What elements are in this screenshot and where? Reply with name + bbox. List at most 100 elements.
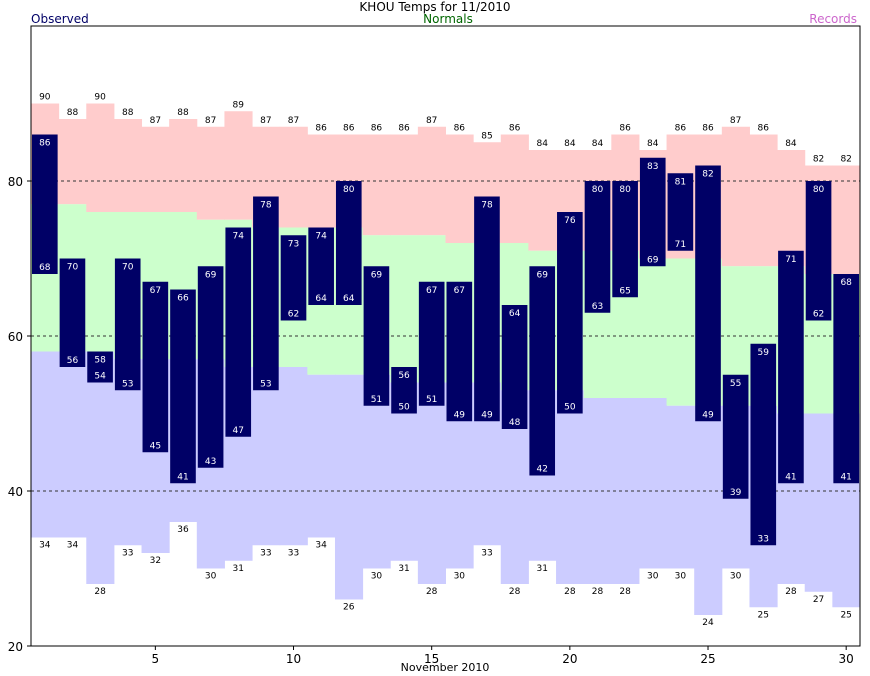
- observed-low-label: 48: [509, 418, 521, 428]
- observed-low-label: 62: [813, 310, 824, 320]
- observed-bar: [170, 289, 196, 484]
- observed-bar: [667, 173, 694, 251]
- record-high-label: 86: [509, 124, 521, 134]
- record-high-label: 86: [758, 124, 770, 134]
- observed-low-label: 64: [343, 294, 355, 304]
- observed-bar: [391, 367, 417, 414]
- record-low-band: [252, 367, 281, 546]
- record-low-label: 30: [647, 572, 659, 582]
- record-low-label: 27: [813, 595, 824, 605]
- y-tick-label: 20: [8, 640, 23, 654]
- record-high-label: 86: [619, 124, 631, 134]
- record-low-band: [334, 374, 364, 600]
- observed-low-label: 47: [233, 426, 244, 436]
- observed-bar: [612, 181, 638, 298]
- observed-high-label: 69: [371, 270, 383, 280]
- record-high-label: 87: [288, 116, 299, 126]
- record-high-label: 82: [840, 155, 851, 165]
- record-high-label: 86: [454, 124, 466, 134]
- record-high-band: [58, 119, 87, 205]
- observed-high-label: 59: [758, 348, 770, 358]
- record-low-label: 28: [509, 587, 521, 597]
- observed-high-label: 80: [619, 185, 631, 195]
- record-high-band: [749, 134, 778, 267]
- observed-high-label: 74: [315, 232, 327, 242]
- observed-low-label: 41: [177, 472, 188, 482]
- record-low-label: 28: [592, 587, 604, 597]
- observed-bar: [142, 281, 169, 453]
- observed-low-label: 49: [702, 410, 714, 420]
- y-tick-label: 60: [8, 330, 23, 344]
- observed-high-label: 64: [509, 309, 521, 319]
- legend-observed: Observed: [31, 12, 89, 26]
- normal-band: [666, 258, 695, 406]
- record-low-label: 26: [343, 603, 355, 613]
- legend-records: Records: [809, 12, 857, 26]
- record-low-label: 33: [260, 548, 271, 558]
- record-low-band: [86, 351, 115, 584]
- record-low-label: 28: [785, 587, 797, 597]
- observed-bar: [59, 258, 86, 367]
- record-high-label: 86: [675, 124, 687, 134]
- record-low-label: 30: [454, 572, 466, 582]
- observed-high-label: 66: [177, 294, 189, 304]
- observed-low-label: 43: [205, 457, 216, 467]
- observed-low-label: 42: [536, 465, 547, 475]
- observed-low-label: 65: [619, 286, 630, 296]
- record-high-band: [777, 150, 806, 267]
- record-high-label: 84: [564, 139, 576, 149]
- record-high-label: 88: [67, 108, 79, 118]
- record-high-label: 88: [177, 108, 189, 118]
- record-high-band: [169, 119, 198, 212]
- record-high-band: [86, 103, 115, 212]
- observed-low-label: 64: [315, 294, 327, 304]
- record-low-label: 24: [702, 618, 714, 628]
- record-low-label: 36: [177, 525, 189, 535]
- observed-bar: [501, 305, 528, 429]
- observed-high-label: 78: [260, 201, 272, 211]
- observed-bar: [474, 196, 500, 422]
- observed-high-label: 67: [454, 286, 465, 296]
- record-low-label: 28: [564, 587, 576, 597]
- x-tick-label: 25: [700, 652, 715, 666]
- record-low-label: 31: [398, 564, 409, 574]
- record-low-band: [417, 382, 446, 584]
- observed-bar: [197, 266, 224, 468]
- record-low-label: 34: [67, 541, 79, 551]
- record-high-band: [832, 165, 861, 274]
- record-low-band: [694, 405, 723, 615]
- record-low-label: 32: [150, 556, 161, 566]
- observed-bar: [87, 351, 113, 383]
- observed-high-label: 73: [288, 239, 299, 249]
- observed-low-label: 39: [730, 488, 742, 498]
- record-high-band: [279, 126, 308, 228]
- observed-high-label: 55: [730, 379, 741, 389]
- observed-bar: [308, 227, 334, 305]
- observed-high-label: 69: [205, 270, 217, 280]
- observed-low-label: 49: [454, 410, 466, 420]
- observed-high-label: 76: [564, 216, 576, 226]
- observed-bar: [584, 181, 611, 313]
- record-high-label: 87: [150, 116, 161, 126]
- observed-low-label: 71: [675, 240, 686, 250]
- y-tick-label: 80: [8, 175, 23, 189]
- observed-bar: [418, 281, 445, 406]
- x-tick-label: 30: [839, 652, 854, 666]
- observed-bar: [557, 212, 583, 414]
- observed-low-label: 56: [67, 356, 79, 366]
- observed-low-label: 45: [150, 441, 161, 451]
- normal-band: [86, 212, 115, 352]
- observed-bar: [805, 181, 832, 321]
- observed-low-label: 41: [840, 472, 851, 482]
- observed-high-label: 82: [702, 170, 713, 180]
- record-high-label: 87: [205, 116, 216, 126]
- observed-bar: [529, 266, 556, 476]
- x-tick-label: 15: [424, 652, 439, 666]
- record-low-label: 34: [315, 541, 327, 551]
- observed-low-label: 63: [592, 302, 603, 312]
- record-low-label: 34: [39, 541, 51, 551]
- record-low-band: [362, 374, 391, 569]
- record-low-band: [638, 398, 668, 569]
- record-low-label: 33: [288, 548, 299, 558]
